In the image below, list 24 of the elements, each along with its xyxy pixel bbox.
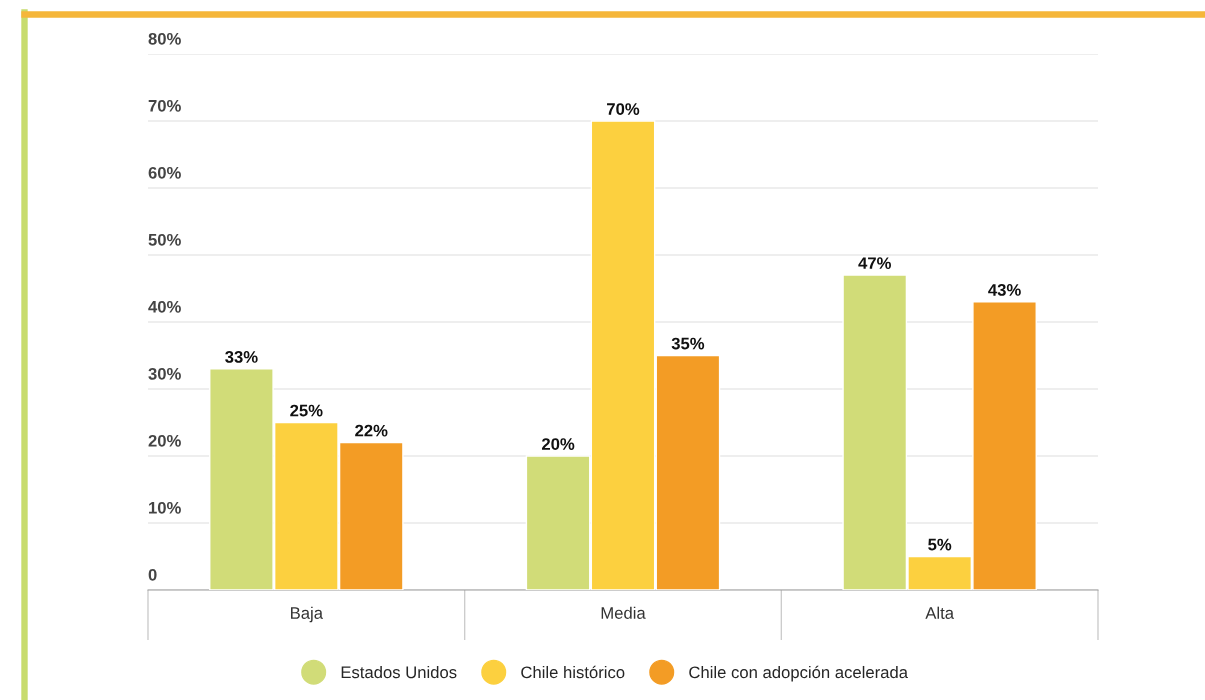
y-tick-label: 20%	[148, 434, 181, 447]
data-label: 35%	[671, 337, 705, 350]
legend-label: Chile histórico	[521, 665, 625, 679]
x-tick-label: Media	[601, 606, 646, 619]
data-label: 5%	[928, 538, 952, 551]
x-tick-label: Alta	[925, 606, 955, 619]
y-tick-label: 50%	[148, 233, 181, 246]
y-tick-label: 0	[148, 568, 157, 581]
data-label: 22%	[355, 424, 388, 437]
data-label: 70%	[607, 103, 640, 115]
y-tick-label: 10%	[149, 501, 181, 514]
y-tick-label: 60%	[148, 166, 181, 179]
legend-label: Estados Unidos	[341, 665, 457, 679]
data-label: 47%	[858, 257, 891, 269]
data-label: 43%	[988, 284, 1021, 296]
data-label: 20%	[541, 438, 575, 450]
data-label: 25%	[290, 404, 323, 417]
y-tick-label: 80%	[148, 32, 181, 45]
y-tick-label: 30%	[148, 367, 181, 380]
data-label: 33%	[225, 351, 258, 363]
legend-label: Chile con adopción acelerada	[689, 665, 908, 682]
x-tick-label: Baja	[291, 606, 324, 623]
y-tick-label: 40%	[148, 300, 181, 313]
y-tick-label: 70%	[148, 99, 181, 112]
